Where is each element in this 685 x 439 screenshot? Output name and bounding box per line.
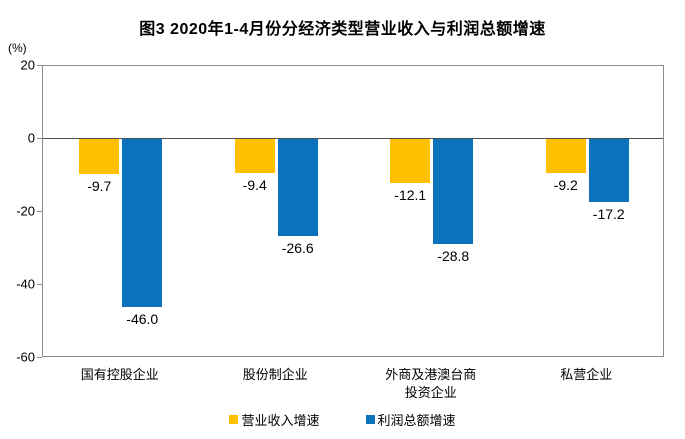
- bar-revenue-0: [79, 139, 120, 175]
- y-tick-label: -40: [16, 276, 35, 292]
- y-tick-label: -20: [16, 203, 35, 219]
- y-tick-label: 20: [20, 57, 35, 73]
- bar-profit-0: [122, 139, 163, 307]
- bar-revenue-1: [234, 139, 275, 174]
- y-tick-mark: [37, 65, 42, 66]
- bar-value-label: -9.2: [553, 176, 578, 193]
- chart-title: 图3 2020年1-4月份分经济类型营业收入与利润总额增速: [139, 21, 546, 38]
- bar-value-label: -46.0: [126, 310, 159, 327]
- x-category-label: 股份制企业: [242, 367, 308, 382]
- legend-item-profit: 利润总额增速: [365, 410, 456, 429]
- bar-value-label: -17.2: [592, 205, 625, 222]
- legend-swatch-profit: [365, 415, 375, 424]
- x-category-label: 私营企业: [560, 367, 613, 382]
- y-tick-label: 0: [27, 130, 35, 146]
- legend-label: 利润总额增速: [377, 413, 456, 428]
- y-tick-mark: [37, 211, 42, 212]
- bar-profit-2: [433, 139, 474, 245]
- bar-profit-1: [277, 139, 318, 237]
- y-tick-mark: [37, 138, 42, 139]
- bar-revenue-3: [545, 139, 586, 173]
- x-category-label: 外商及港澳台商 投资企业: [385, 367, 477, 400]
- legend-item-revenue: 营业收入增速: [229, 410, 320, 429]
- bar-value-label: -9.7: [87, 178, 112, 195]
- legend-label: 营业收入增速: [241, 413, 320, 428]
- y-tick-mark: [37, 357, 42, 358]
- bar-revenue-2: [390, 139, 431, 184]
- legend-swatch-revenue: [229, 415, 239, 424]
- zero-axis-line: [43, 138, 663, 139]
- x-category-label: 国有控股企业: [80, 367, 159, 382]
- bar-value-label: -26.6: [281, 240, 314, 257]
- bar-value-label: -12.1: [394, 187, 427, 204]
- bar-profit-3: [588, 139, 629, 202]
- y-tick-label: -60: [16, 349, 35, 365]
- y-tick-mark: [37, 284, 42, 285]
- plot-area: -9.7 -46.0 -9.4 -26.6 -12.1 -28.8 -9.2 -17.2: [42, 65, 664, 357]
- legend: 营业收入增速 利润总额增速: [0, 410, 685, 429]
- y-axis-unit-label: (%): [8, 41, 27, 55]
- bar-value-label: -28.8: [437, 248, 470, 265]
- bar-value-label: -9.4: [242, 177, 267, 194]
